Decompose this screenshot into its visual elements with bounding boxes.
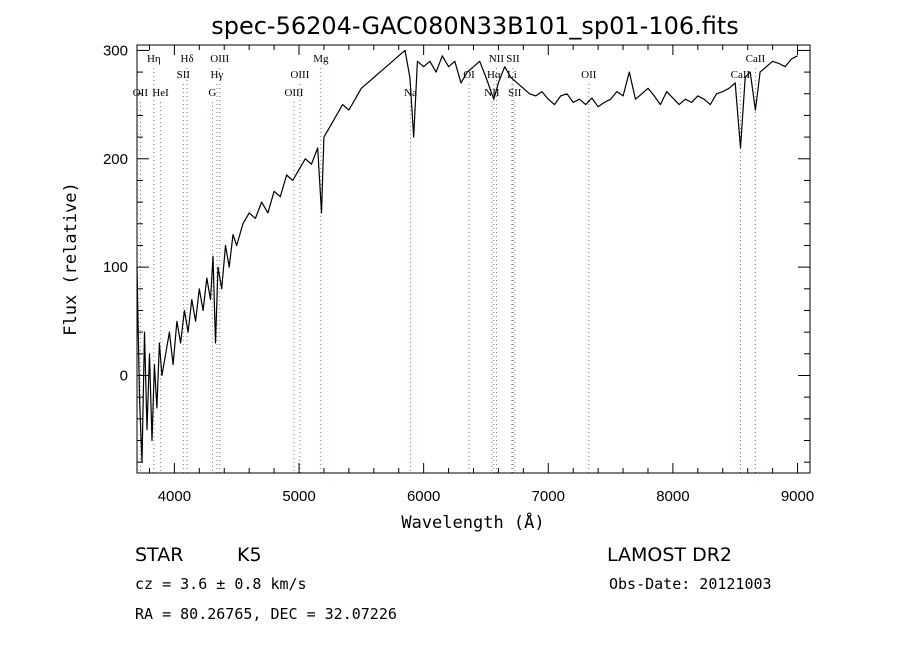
object-class: STAR xyxy=(135,544,183,566)
line-marker-label: SII xyxy=(506,53,520,65)
survey-name: LAMOST DR2 xyxy=(607,544,732,566)
object-subclass: K5 xyxy=(237,544,262,566)
chart-title: spec-56204-GAC080N33B101_sp01-106.fits xyxy=(211,12,739,40)
y-tick-label: 300 xyxy=(103,42,128,59)
line-marker-label: Hδ xyxy=(181,53,194,65)
x-tick-label: 6000 xyxy=(407,488,440,505)
axis-tick-labels: 4000 5000 6000 7000 8000 9000 0 100 200 300 xyxy=(103,42,814,505)
line-marker-label: OII xyxy=(581,69,597,81)
line-marker-label: Mg xyxy=(313,53,329,65)
ra-dec-coords: RA = 80.26765, DEC = 32.07226 xyxy=(135,605,397,623)
line-marker-label: OIII xyxy=(284,87,303,99)
redshift-cz: cz = 3.6 ± 0.8 km/s xyxy=(135,575,307,593)
y-tick-label: 100 xyxy=(103,259,128,276)
line-marker-label: OII xyxy=(133,87,149,99)
line-marker-label: CaII xyxy=(746,53,766,65)
spectrum-line-layer xyxy=(136,49,798,463)
line-marker-label: Hα xyxy=(487,69,501,81)
line-marker-label: Hγ xyxy=(210,69,223,81)
spectrum-series-0 xyxy=(136,49,798,463)
line-marker-label: OI xyxy=(463,69,475,81)
line-marker-label: SII xyxy=(177,69,191,81)
line-marker-label: SII xyxy=(508,87,522,99)
y-tick-label: 0 xyxy=(120,367,128,384)
axis-ticks xyxy=(137,45,810,473)
x-tick-label: 4000 xyxy=(158,488,191,505)
line-marker-label: Na xyxy=(404,87,417,99)
line-marker-label: G xyxy=(208,87,216,99)
line-marker-label: Li xyxy=(507,69,517,81)
y-tick-label: 200 xyxy=(103,151,128,168)
x-tick-label: 7000 xyxy=(532,488,565,505)
x-tick-label: 9000 xyxy=(781,488,814,505)
obs-date: Obs-Date: 20121003 xyxy=(609,575,772,593)
spectral-line-markers xyxy=(139,68,756,473)
line-marker-label: CaII xyxy=(731,69,751,81)
line-marker-label: HeI xyxy=(152,87,169,99)
line-marker-label: Hη xyxy=(147,53,161,65)
line-marker-label: OIII xyxy=(210,53,229,65)
x-axis-label: Wavelength (Å) xyxy=(401,511,544,533)
plot-frame xyxy=(136,44,811,474)
x-tick-label: 5000 xyxy=(282,488,315,505)
line-marker-label: NII xyxy=(484,87,500,99)
x-tick-label: 8000 xyxy=(656,488,689,505)
line-marker-label: NII xyxy=(489,53,505,65)
line-marker-label: OIII xyxy=(290,69,309,81)
y-axis-label: Flux (relative) xyxy=(61,182,81,336)
